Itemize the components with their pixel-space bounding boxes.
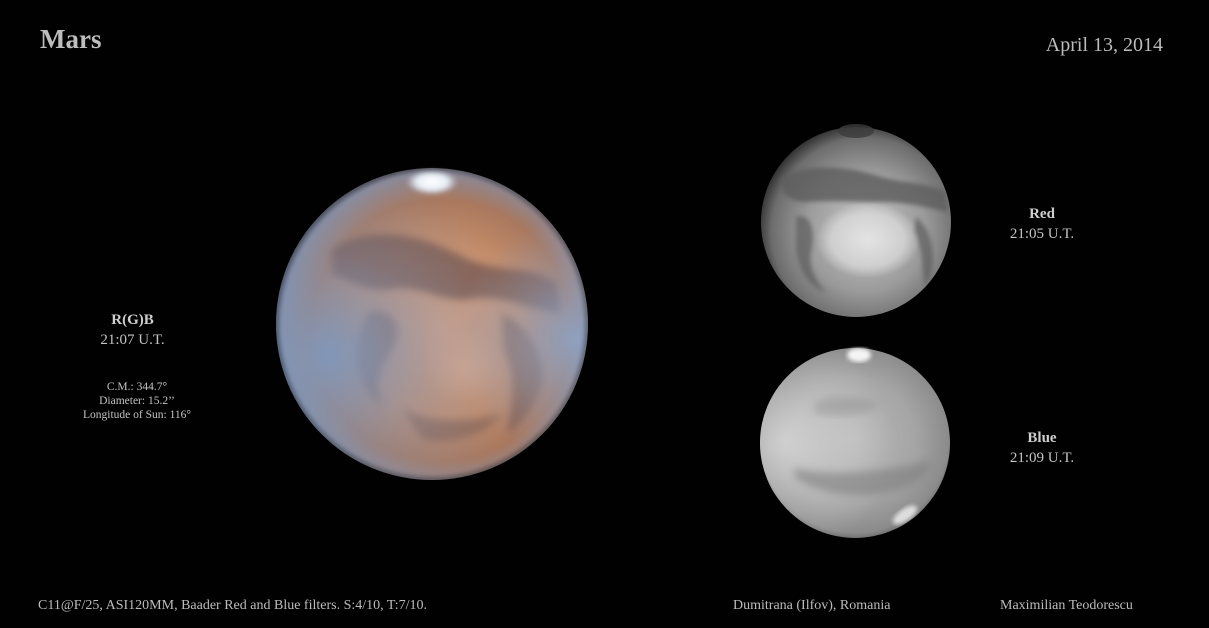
sun-longitude: Longitude of Sun: 116° [83, 409, 191, 421]
mars-red-filter-image [761, 124, 951, 317]
equipment-caption: C11@F/25, ASI120MM, Baader Red and Blue … [38, 598, 428, 613]
mars-color-image [273, 165, 591, 483]
image-title: Mars [40, 24, 102, 54]
red-panel-time: 21:05 U.T. [1009, 226, 1075, 242]
location-caption: Dumitrana (Ilfov), Romania [733, 598, 891, 613]
observer-caption: Maximilian Teodorescu [1000, 598, 1133, 613]
blue-panel-name: Blue [1027, 430, 1057, 446]
red-panel-label: Red 21:05 U.T. [997, 204, 1087, 244]
central-meridian: C.M.: 344.7° [106, 381, 168, 393]
blue-panel-label: Blue 21:09 U.T. [997, 428, 1087, 468]
rgb-panel-label: R(G)B 21:07 U.T. [60, 310, 205, 350]
apparent-diameter: Diameter: 15.2’’ [99, 395, 175, 407]
rgb-panel-time: 21:07 U.T. [100, 332, 165, 348]
blue-panel-time: 21:09 U.T. [1009, 450, 1075, 466]
mars-blue-filter-image [760, 348, 950, 538]
red-panel-name: Red [1029, 206, 1055, 222]
observation-parameters: C.M.: 344.7° Diameter: 15.2’’ Longitude … [42, 380, 232, 422]
rgb-panel-name: R(G)B [111, 312, 154, 328]
observation-date: April 13, 2014 [1045, 34, 1163, 56]
